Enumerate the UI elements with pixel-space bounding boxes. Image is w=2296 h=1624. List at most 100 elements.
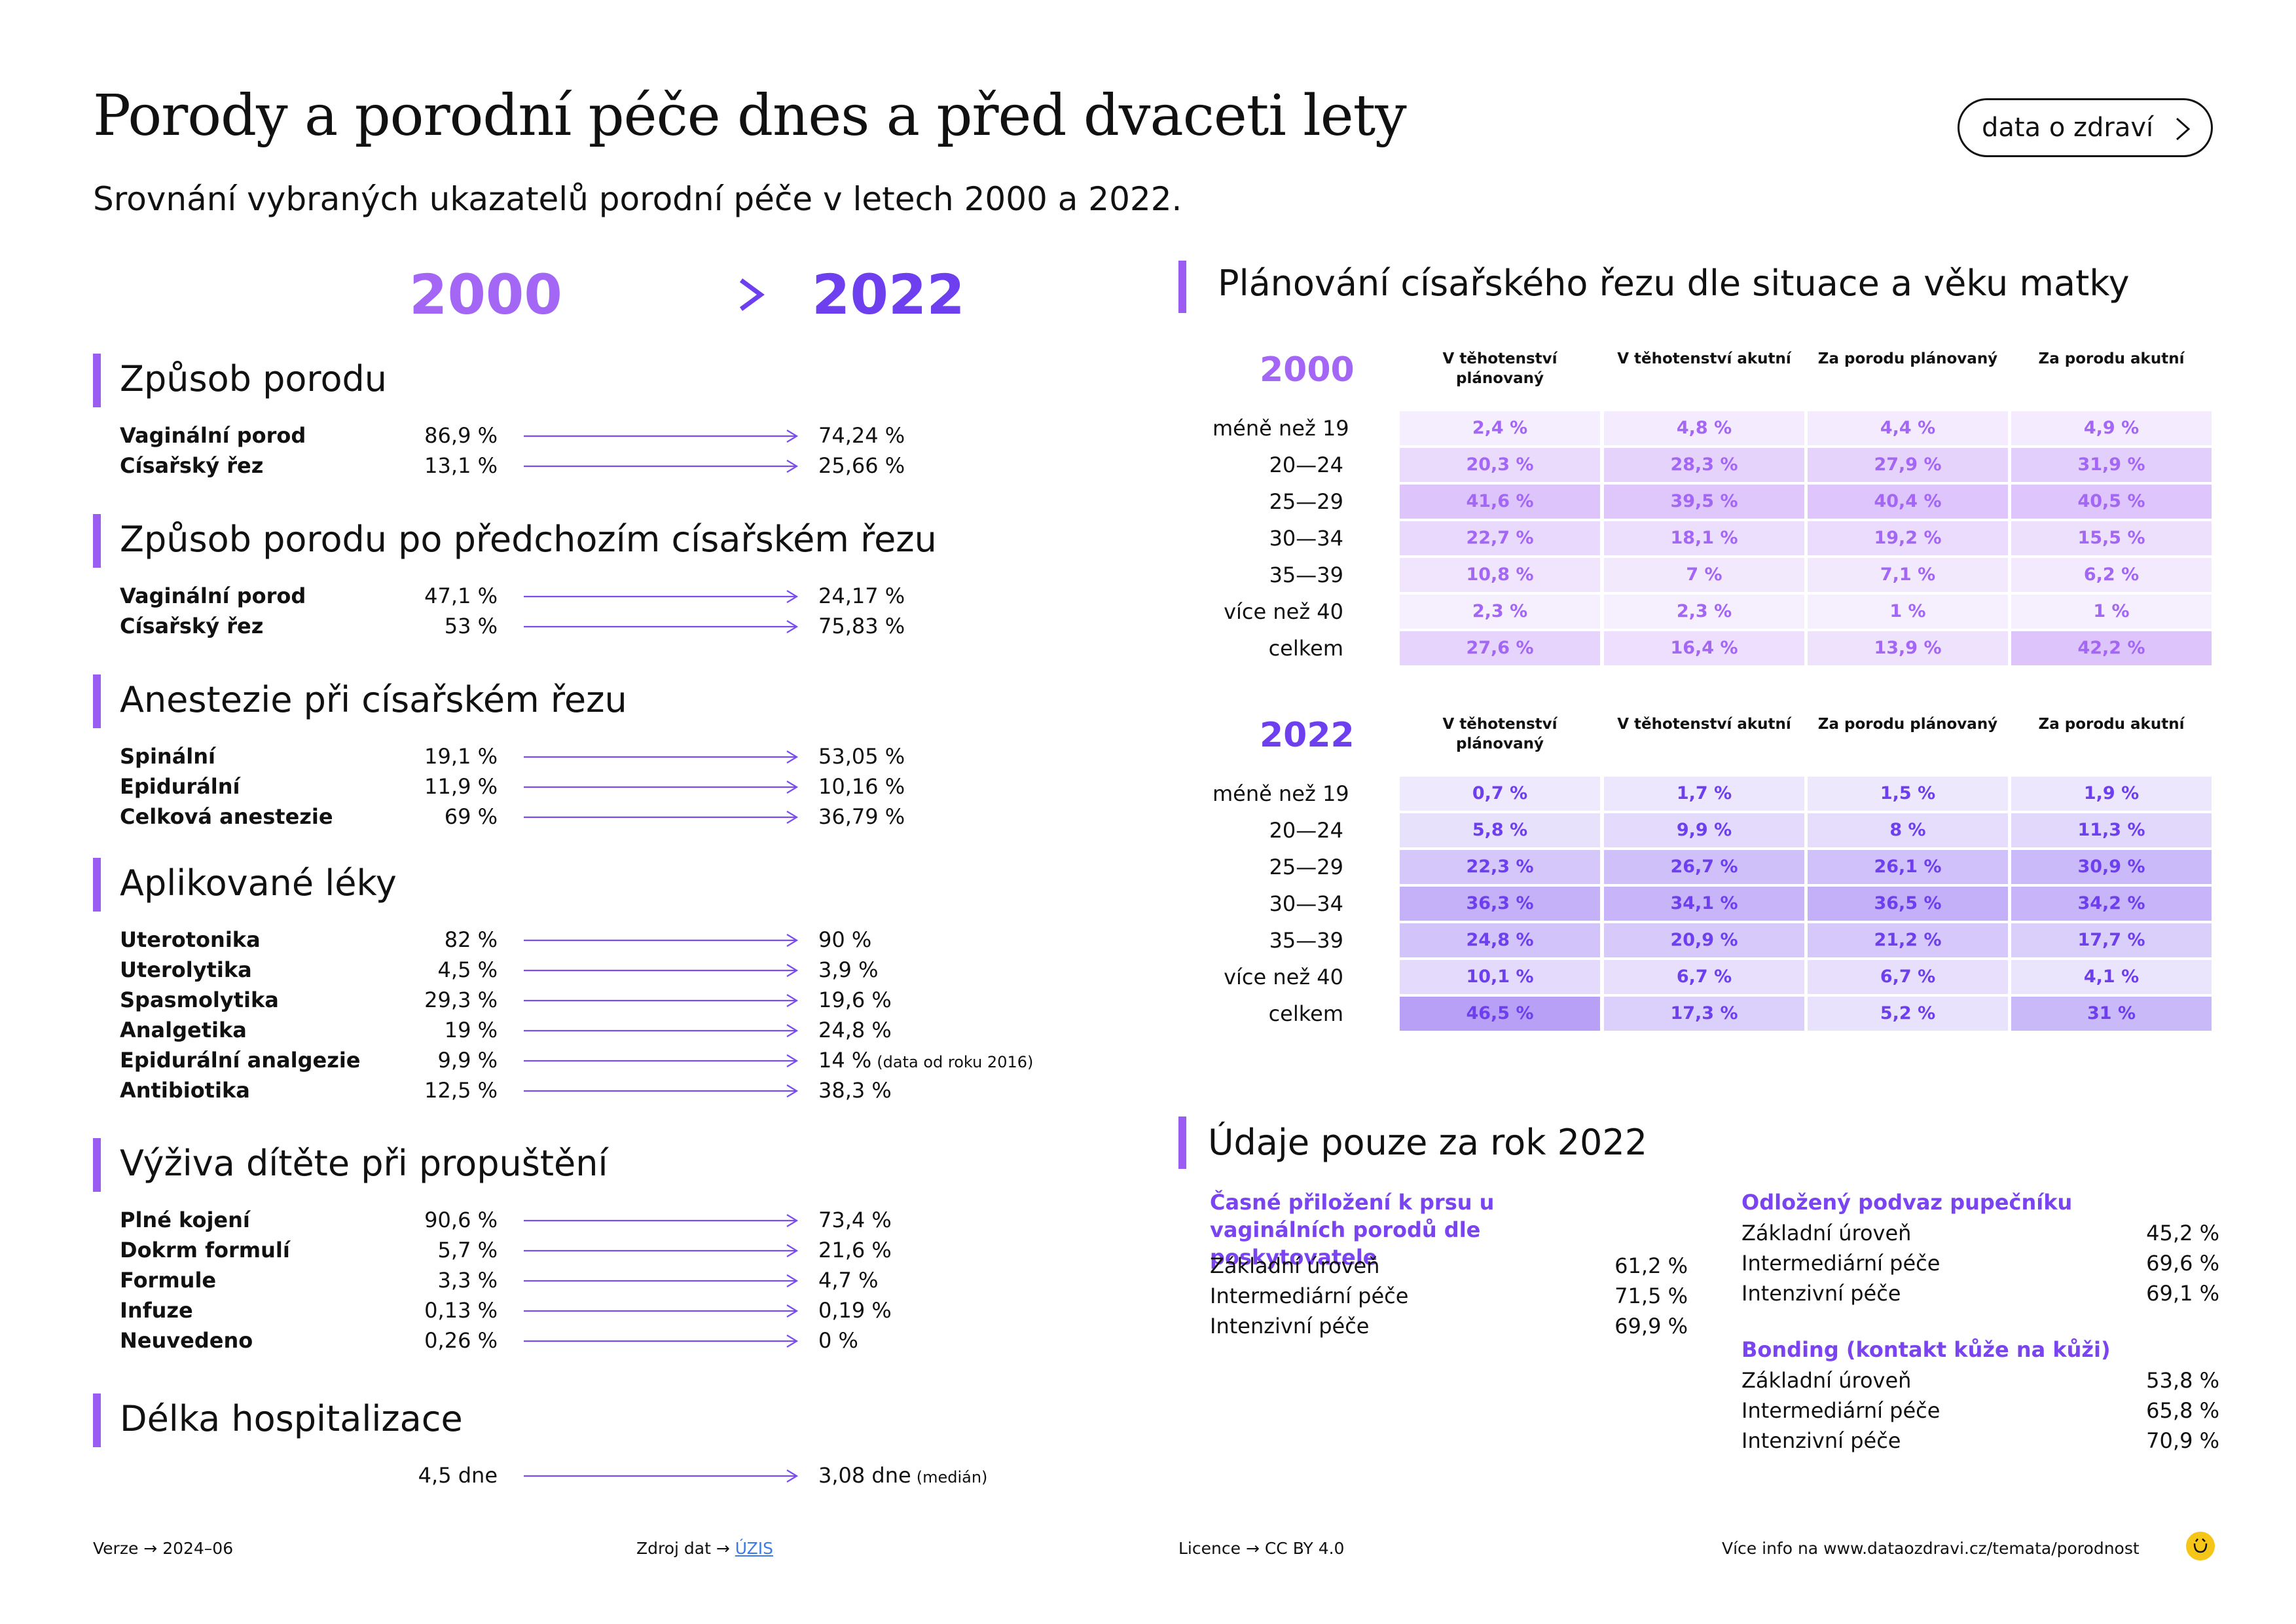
table-cell: 6,7 %	[1604, 960, 1804, 994]
value-2000: 0,26 %	[424, 1328, 498, 1353]
value-2022-number: 10,16 %	[818, 774, 905, 799]
table-cell: 41,6 %	[1400, 485, 1600, 519]
comparison-row: Vaginální porod 86,9 % 74,24 %	[0, 420, 1178, 451]
value-2000: 9,9 %	[437, 1048, 498, 1073]
age-group-label: méně než 19	[1212, 416, 1349, 441]
table-cell: 1 %	[1808, 595, 2008, 629]
value-2000: 69 %	[444, 804, 498, 829]
comparison-row: Vaginální porod 47,1 % 24,17 %	[0, 581, 1178, 611]
table-cell: 7 %	[1604, 558, 1804, 592]
age-group-label: 25—29	[1269, 855, 1343, 879]
group-row-label: Intenzivní péče	[1210, 1314, 1370, 1338]
comparison-row: Spasmolytika 29,3 % 19,6 %	[0, 985, 1178, 1015]
section-accent-bar	[1178, 261, 1186, 313]
value-2000: 4,5 dne	[418, 1463, 498, 1488]
row-label: Plné kojení	[120, 1208, 250, 1232]
comparison-row: Infuze 0,13 % 0,19 %	[0, 1295, 1178, 1325]
row-label: Vaginální porod	[120, 423, 306, 448]
arrow-right-icon	[524, 964, 799, 977]
table-cell: 31 %	[2011, 997, 2212, 1031]
age-group-label: 25—29	[1269, 489, 1343, 514]
section-title: Aplikované léky	[120, 862, 397, 904]
value-note: (data od roku 2016)	[877, 1053, 1034, 1071]
table-cell: 26,7 %	[1604, 850, 1804, 884]
version-value: 2024–06	[162, 1539, 234, 1558]
age-group-label: 30—34	[1269, 526, 1343, 551]
arrow-right-icon	[524, 1274, 799, 1287]
row-label: Uterolytika	[120, 957, 252, 982]
age-group-label: 20—24	[1269, 818, 1343, 843]
value-2000: 5,7 %	[437, 1238, 498, 1263]
value-2022-number: 0 %	[818, 1328, 858, 1353]
table-cell: 26,1 %	[1808, 850, 2008, 884]
group-row-value: 71,5 %	[1614, 1283, 1688, 1308]
age-group-label: 30—34	[1269, 891, 1343, 916]
value-2022-number: 38,3 %	[818, 1078, 892, 1103]
arrow-right-icon	[524, 1469, 799, 1483]
group-row-label: Intermediární péče	[1741, 1251, 1941, 1276]
value-2022-number: 14 %	[818, 1048, 872, 1073]
page-title: Porody a porodní péče dnes a před dvacet…	[93, 83, 1407, 149]
row-label: Vaginální porod	[120, 583, 306, 608]
source-link[interactable]: ÚZIS	[735, 1539, 773, 1558]
value-2022-number: 24,17 %	[818, 583, 905, 608]
table-cell: 13,9 %	[1808, 631, 2008, 665]
footer-more-info[interactable]: Více info na www.dataozdravi.cz/temata/p…	[1722, 1539, 2140, 1558]
value-2022: 36,79 %	[818, 802, 910, 834]
row-label: Spasmolytika	[120, 987, 279, 1012]
logo-icon	[2186, 1532, 2215, 1560]
age-group-label: 35—39	[1269, 563, 1343, 587]
arrow-right-icon	[524, 1024, 799, 1037]
arrow-right-icon: →	[143, 1539, 163, 1558]
value-2022: 0 %	[818, 1325, 864, 1357]
arrow-right-icon	[524, 1304, 799, 1318]
group-row-label: Základní úroveň	[1210, 1253, 1380, 1278]
table-cell: 5,2 %	[1808, 997, 2008, 1031]
table-cell: 2,3 %	[1604, 595, 1804, 629]
row-label: Uterotonika	[120, 927, 261, 952]
section-accent-bar	[93, 514, 101, 568]
arrow-right-icon	[524, 934, 799, 947]
value-2022: 4,7 %	[818, 1265, 883, 1297]
group-row-label: Intermediární péče	[1741, 1398, 1941, 1423]
value-2022-number: 19,6 %	[818, 987, 892, 1012]
section-title: Způsob porodu po předchozím císařském ře…	[120, 519, 937, 560]
value-2022-number: 25,66 %	[818, 453, 905, 478]
value-2000: 90,6 %	[424, 1208, 498, 1232]
comparison-row: Analgetika 19 % 24,8 %	[0, 1015, 1178, 1045]
value-2022: 73,4 %	[818, 1205, 897, 1237]
table-cell: 4,9 %	[2011, 411, 2212, 445]
footer-source: Zdroj dat → ÚZIS	[636, 1538, 773, 1560]
arrow-right-icon	[524, 1054, 799, 1067]
table-cell: 40,5 %	[2011, 485, 2212, 519]
value-2022: 74,24 %	[818, 420, 910, 452]
value-2022: 24,8 %	[818, 1015, 897, 1047]
csection-planning-title: Plánování císařského řezu dle situace a …	[1218, 263, 2130, 304]
comparison-row: Spinální 19,1 % 53,05 %	[0, 741, 1178, 771]
value-2022: 53,05 %	[818, 741, 910, 773]
section-accent-bar	[93, 1138, 101, 1192]
age-group-label: celkem	[1268, 1001, 1343, 1026]
value-2022-number: 24,8 %	[818, 1018, 892, 1043]
table-cell: 6,2 %	[2011, 558, 2212, 592]
year-from: 2000	[409, 263, 562, 327]
table-cell: 24,8 %	[1400, 923, 1600, 957]
table-cell: 1,9 %	[2011, 777, 2212, 811]
table-cell: 10,1 %	[1400, 960, 1600, 994]
group-row-label: Intenzivní péče	[1741, 1428, 1901, 1453]
table-cell: 15,5 %	[2011, 521, 2212, 555]
value-2022: 3,9 %	[818, 955, 883, 987]
table-cell: 16,4 %	[1604, 631, 1804, 665]
arrow-right-icon	[524, 994, 799, 1007]
table-cell: 31,9 %	[2011, 448, 2212, 482]
license-label: Licence	[1178, 1539, 1241, 1558]
group-title: Bonding (kontakt kůže na kůži)	[1741, 1337, 2111, 1362]
row-label: Infuze	[120, 1298, 193, 1323]
table-cell: 36,3 %	[1400, 887, 1600, 921]
value-2000: 82 %	[444, 927, 498, 952]
table-cell: 1,5 %	[1808, 777, 2008, 811]
footer-license: Licence → CC BY 4.0	[1178, 1538, 1344, 1560]
link-label: data o zdraví	[1982, 113, 2154, 143]
data-o-zdravi-link[interactable]: data o zdraví	[1958, 98, 2213, 157]
table-cell: 42,2 %	[2011, 631, 2212, 665]
